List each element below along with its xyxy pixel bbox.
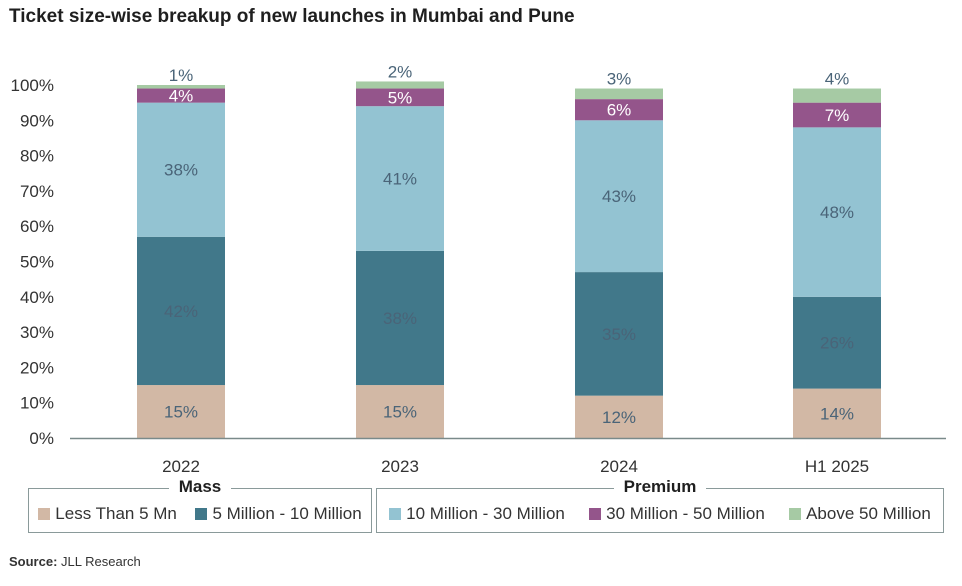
data-label: 6% — [607, 101, 632, 120]
bar-segment — [356, 106, 444, 251]
source-label: Source: — [9, 554, 58, 569]
data-label: 26% — [820, 334, 854, 353]
x-tick-label: H1 2025 — [805, 457, 869, 476]
data-label: 15% — [164, 403, 198, 422]
data-label: 42% — [164, 302, 198, 321]
source-text: JLL Research — [61, 554, 141, 569]
data-label: 41% — [383, 170, 417, 189]
data-label: 1% — [169, 66, 194, 85]
data-label: 12% — [602, 408, 636, 427]
data-label: 43% — [602, 187, 636, 206]
bar-segment — [137, 385, 225, 438]
bar-segment — [575, 120, 663, 273]
legend-item: Less Than 5 Mn — [38, 504, 177, 524]
data-label: 38% — [164, 161, 198, 180]
bars: 15% 42% 38% 4% 1% 15% 38% 41% 5% 2% 12% 35% 43% 6% 3% 1… — [137, 62, 881, 438]
legend-label: 30 Million - 50 Million — [606, 504, 765, 523]
y-tick-label: 50% — [20, 253, 54, 272]
bar-segment — [793, 88, 881, 103]
bar-segment — [356, 250, 444, 386]
bar-segment — [793, 102, 881, 128]
legend-item: 10 Million - 30 Million — [389, 504, 565, 524]
y-tick-label: 90% — [20, 111, 54, 130]
legend-group-premium: Premium 10 Million - 30 Million 30 Millio… — [376, 477, 944, 533]
bar-segment — [793, 388, 881, 438]
legend-item: 5 Million - 10 Million — [195, 504, 362, 524]
data-label: 7% — [825, 106, 850, 125]
y-tick-label: 70% — [20, 182, 54, 201]
data-label: 38% — [383, 309, 417, 328]
data-label: 35% — [602, 325, 636, 344]
legend-label: Less Than 5 Mn — [55, 504, 177, 523]
x-tick-label: 2024 — [600, 457, 638, 476]
legend-swatch — [195, 508, 208, 520]
bar-segment — [356, 385, 444, 438]
y-tick-label: 0% — [29, 429, 54, 448]
data-label: 15% — [383, 403, 417, 422]
bar-segment — [793, 127, 881, 297]
legend-swatch — [389, 508, 402, 520]
y-tick-label: 20% — [20, 358, 54, 377]
x-tick-label: 2023 — [381, 457, 419, 476]
legend-item: 30 Million - 50 Million — [589, 504, 765, 524]
bar-segment — [575, 395, 663, 438]
data-label: 4% — [169, 87, 194, 106]
data-label: 3% — [607, 70, 632, 89]
bar-segment — [793, 296, 881, 389]
bar-segment — [575, 272, 663, 396]
y-tick-label: 40% — [20, 288, 54, 307]
data-label: 4% — [825, 70, 850, 89]
source-note: Source: JLL Research — [9, 554, 141, 569]
data-label: 5% — [388, 88, 413, 107]
legend-item: Above 50 Million — [789, 504, 931, 524]
y-axis: 0% 10% 20% 30% 40% 50% 60% 70% 80% 90% 100% — [11, 76, 54, 448]
chart-title: Ticket size-wise breakup of new launches… — [9, 6, 575, 27]
bar-segment — [137, 88, 225, 103]
y-tick-label: 80% — [20, 147, 54, 166]
bar-segment — [575, 88, 663, 100]
bar-segment — [356, 88, 444, 107]
legend-group-mass: Mass Less Than 5 Mn 5 Million - 10 Millio… — [28, 477, 372, 533]
y-tick-label: 10% — [20, 394, 54, 413]
legend-label: 10 Million - 30 Million — [406, 504, 565, 523]
data-label: 14% — [820, 404, 854, 423]
bar-segment — [137, 236, 225, 386]
x-tick-label: 2022 — [162, 457, 200, 476]
data-label: 2% — [388, 62, 413, 81]
y-tick-label: 30% — [20, 323, 54, 342]
bar-segment — [137, 85, 225, 89]
bar-segment — [137, 102, 225, 237]
data-label: 48% — [820, 203, 854, 222]
legend-swatch — [789, 508, 802, 520]
y-tick-label: 100% — [11, 76, 54, 95]
y-tick-label: 60% — [20, 217, 54, 236]
bar-segment — [356, 81, 444, 89]
bar-segment — [575, 99, 663, 121]
legend-label: Above 50 Million — [806, 504, 931, 523]
x-axis: 2022 2023 2024 H1 2025 — [70, 437, 946, 476]
legend-swatch — [38, 508, 51, 520]
legend-swatch — [589, 508, 602, 520]
legend-label: 5 Million - 10 Million — [212, 504, 362, 523]
